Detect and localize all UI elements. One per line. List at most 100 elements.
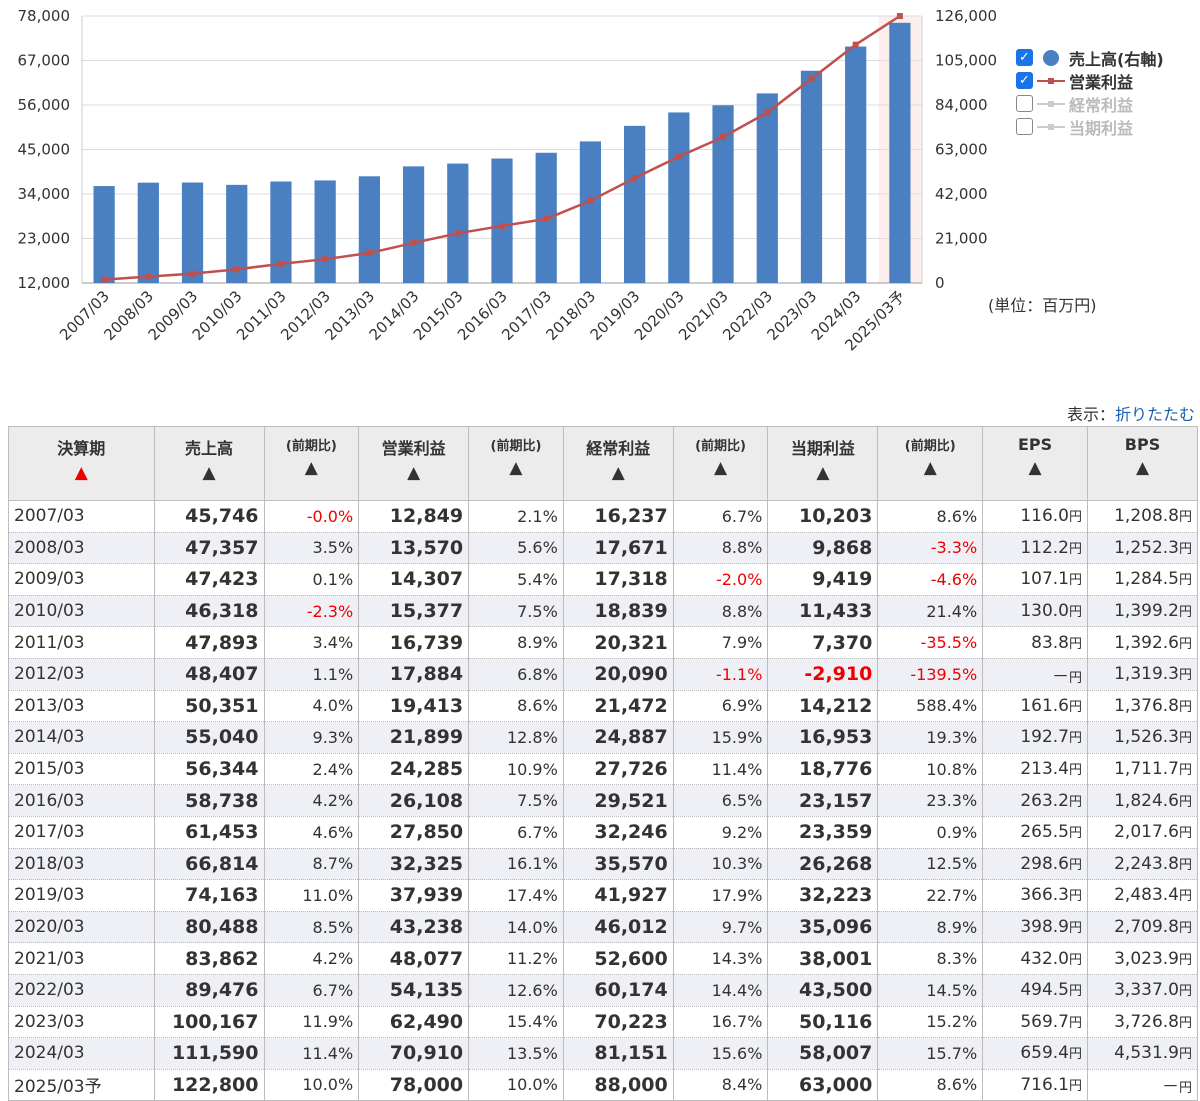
table-cell: 8.4% [672,1069,769,1101]
table-cell: 38,001 [767,942,879,975]
table-cell: 26,268 [767,848,879,881]
view-label: 表示： [1066,405,1115,424]
table-cell: 116.0円 [982,500,1089,533]
table-row: 2007/03 45,746 -0.0% 12,849 2.1% 16,237 6.7% 10… [8,500,1198,533]
sort-arrow-icon[interactable]: ▲ [1135,458,1150,478]
table-cell: 23,359 [767,816,879,849]
point-operating-profit [322,256,329,263]
sort-arrow-icon[interactable]: ▲ [304,458,318,478]
table-cell: 1.1% [263,658,360,691]
table-cell: 716.1円 [982,1069,1089,1101]
legend-checkbox[interactable]: ✓ [1016,72,1033,89]
table-cell: 48,077 [358,942,470,975]
bar-revenue [579,141,602,283]
table-cell: 10.0% [263,1069,360,1101]
column-header[interactable]: EPS ▲ [982,426,1089,501]
column-header-label: EPS [1018,435,1053,454]
legend-item[interactable]: ✓ 営業利益 [1016,69,1164,92]
table-cell: 9,419 [767,563,879,596]
table-cell: 8.8% [672,532,769,565]
table-cell: 2015/03 [8,753,155,786]
table-cell: 112.2円 [982,532,1089,565]
table-cell: 35,570 [562,848,674,881]
yen-unit: 円 [1069,510,1083,526]
column-header[interactable]: (前期比) ▲ [263,426,360,501]
table-cell: 8.9% [877,911,984,944]
table-cell: 2013/03 [8,690,155,723]
column-header[interactable]: 売上高 ▲ [153,426,265,501]
column-header[interactable]: 営業利益 ▲ [358,426,470,501]
legend-checkbox[interactable]: ✓ [1016,49,1033,66]
table-cell: 8.6% [877,500,984,533]
point-operating-profit [675,153,682,160]
table-cell: 47,423 [153,563,265,596]
table-cell: 659.4円 [982,1037,1089,1070]
column-header[interactable]: 当期利益 ▲ [767,426,879,501]
table-cell: 22.7% [877,879,984,912]
collapse-link[interactable]: 折りたたむ [1114,405,1195,424]
column-header-label: (前期比) [285,439,337,454]
legend-checkbox[interactable] [1016,95,1033,112]
yen-unit: 円 [1069,984,1083,1000]
sort-arrow-icon[interactable]: ▲ [1028,458,1042,478]
unit-label: (単位：百万円) [988,296,1097,315]
table-cell: 10.0% [468,1069,564,1101]
sort-arrow-icon[interactable]: ▲ [202,463,216,483]
table-cell: 35,096 [767,911,879,944]
column-header[interactable]: 決算期 ▲ [8,426,155,501]
table-cell: 63,000 [767,1069,879,1101]
point-operating-profit [189,270,196,277]
table-cell: 19,413 [358,690,470,723]
table-row: 2012/03 48,407 1.1% 17,884 6.8% 20,090 -1.1% -2… [8,658,1198,691]
left-axis-tick: 34,000 [18,185,71,203]
sort-arrow-icon[interactable]: ▲ [74,463,88,483]
table-cell: 8.5% [263,911,360,944]
column-header[interactable]: (前期比) ▲ [468,426,564,501]
table-cell: 26,108 [358,784,470,817]
column-header[interactable]: (前期比) ▲ [672,426,769,501]
table-cell: 8.6% [468,690,564,723]
table-cell: -139.5% [877,658,984,691]
table-cell: 2009/03 [8,563,155,596]
table-cell: 14,307 [358,563,470,596]
sort-arrow-icon[interactable]: ▲ [509,458,523,478]
table-cell: 265.5円 [982,816,1089,849]
column-header[interactable]: (前期比) ▲ [877,426,984,501]
table-cell: 21.4% [877,595,984,628]
table-cell: 2008/03 [8,532,155,565]
yen-unit: 円 [1069,1047,1083,1063]
sort-arrow-icon[interactable]: ▲ [923,458,937,478]
sort-arrow-icon[interactable]: ▲ [714,458,728,478]
legend-item[interactable]: 経常利益 [1016,92,1164,115]
yen-unit: 円 [1069,731,1083,747]
yen-unit: 円 [1178,1081,1192,1097]
table-cell: 11.4% [672,753,769,786]
left-axis-tick: 23,000 [18,230,71,248]
sort-arrow-icon[interactable]: ▲ [407,463,421,483]
sort-arrow-icon[interactable]: ▲ [611,463,625,483]
bar-revenue [93,186,115,283]
column-header[interactable]: 経常利益 ▲ [562,426,674,501]
table-cell: 2011/03 [8,626,155,659]
table-cell: 588.4% [877,690,984,723]
table-cell: 0.1% [263,563,360,596]
table-cell: 2007/03 [8,500,155,533]
sort-arrow-icon[interactable]: ▲ [816,463,830,483]
legend-item[interactable]: 当期利益 [1016,115,1164,138]
legend-checkbox[interactable] [1016,118,1033,135]
point-operating-profit [896,13,903,19]
table-cell: 6.7% [672,500,769,533]
table-cell: 24,887 [562,721,674,754]
bar-revenue [226,184,248,283]
table-cell: 55,040 [153,721,265,754]
table-row: 2018/03 66,814 8.7% 32,325 16.1% 35,570 10.3% 2… [8,848,1198,881]
bar-revenue [712,105,734,284]
table-cell: 2014/03 [8,721,155,754]
table-cell: 2016/03 [8,784,155,817]
legend-item[interactable]: ✓ 売上高(右軸) [1016,46,1164,69]
table-cell: 27,726 [562,753,674,786]
column-header[interactable]: BPS ▲ [1087,426,1198,501]
table-cell: 10.3% [672,848,769,881]
table-cell: 100,167 [153,1006,265,1039]
table-cell: 83.8円 [982,626,1089,659]
